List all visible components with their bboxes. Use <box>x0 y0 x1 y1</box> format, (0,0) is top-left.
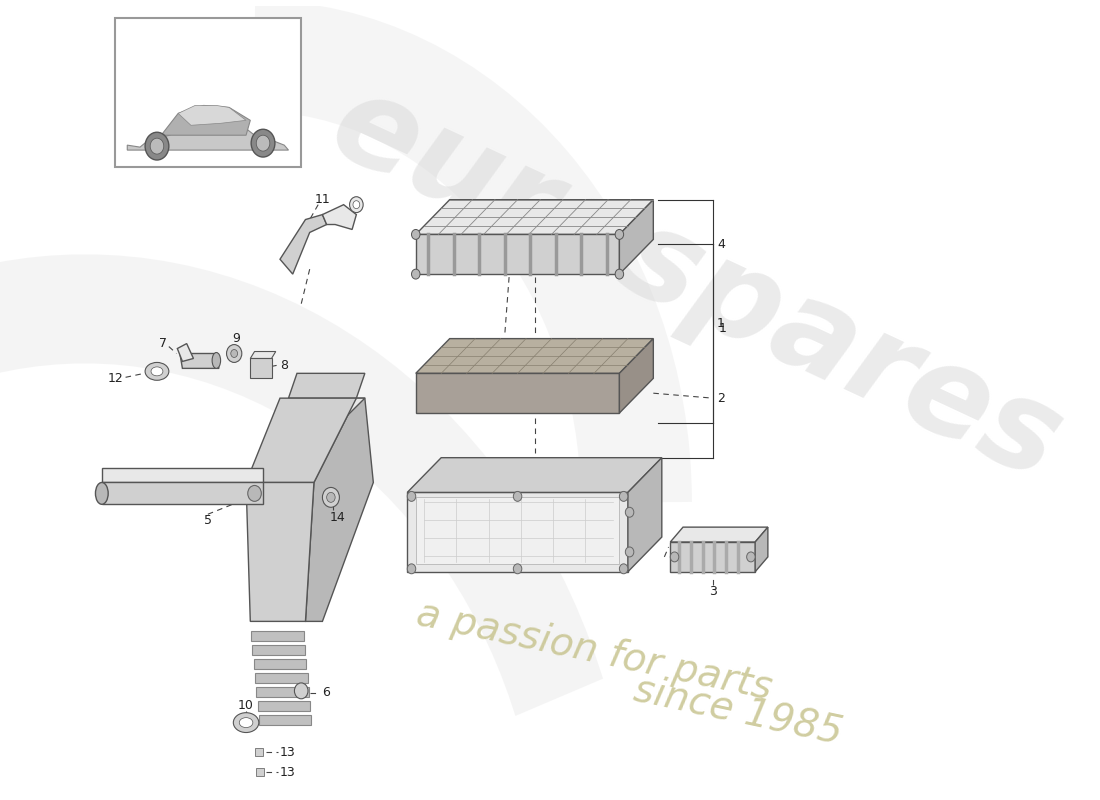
Polygon shape <box>416 374 619 413</box>
Polygon shape <box>619 338 653 413</box>
Polygon shape <box>256 768 264 776</box>
Circle shape <box>619 564 628 574</box>
Text: 13: 13 <box>280 746 296 759</box>
Circle shape <box>350 197 363 213</box>
Text: 3: 3 <box>708 585 717 598</box>
Circle shape <box>407 564 416 574</box>
Polygon shape <box>251 358 272 378</box>
Polygon shape <box>178 106 246 126</box>
Ellipse shape <box>151 367 163 376</box>
Circle shape <box>747 552 755 562</box>
Text: 2: 2 <box>717 392 725 405</box>
Polygon shape <box>280 398 365 482</box>
Text: 12: 12 <box>108 372 123 385</box>
Polygon shape <box>288 374 365 398</box>
Polygon shape <box>670 542 755 572</box>
Polygon shape <box>416 498 619 564</box>
Ellipse shape <box>96 482 108 504</box>
Text: 10: 10 <box>238 699 254 712</box>
Circle shape <box>227 345 242 362</box>
Polygon shape <box>254 749 263 756</box>
Circle shape <box>670 552 679 562</box>
Circle shape <box>251 130 275 157</box>
Polygon shape <box>102 468 263 482</box>
Text: 1: 1 <box>717 318 725 330</box>
Circle shape <box>353 201 360 209</box>
Text: 9: 9 <box>232 332 240 345</box>
Circle shape <box>145 132 168 160</box>
Circle shape <box>625 547 634 557</box>
Text: 1: 1 <box>718 322 726 335</box>
Circle shape <box>411 230 420 239</box>
Text: a passion for parts: a passion for parts <box>412 595 776 707</box>
Polygon shape <box>180 354 219 368</box>
Ellipse shape <box>145 362 168 380</box>
Polygon shape <box>162 106 251 135</box>
FancyBboxPatch shape <box>114 18 301 167</box>
Polygon shape <box>256 687 309 697</box>
Polygon shape <box>251 351 276 358</box>
Polygon shape <box>0 254 603 716</box>
Text: 11: 11 <box>315 194 330 206</box>
Polygon shape <box>254 659 306 669</box>
Polygon shape <box>755 527 768 572</box>
Ellipse shape <box>212 353 221 368</box>
Polygon shape <box>416 234 619 274</box>
Polygon shape <box>306 398 373 622</box>
Circle shape <box>514 491 521 502</box>
Polygon shape <box>322 205 356 230</box>
Circle shape <box>256 135 270 151</box>
Text: 8: 8 <box>280 359 288 372</box>
Polygon shape <box>251 631 304 642</box>
Text: 13: 13 <box>280 766 296 778</box>
Polygon shape <box>102 482 263 504</box>
Ellipse shape <box>233 713 258 733</box>
Polygon shape <box>246 482 314 622</box>
Text: since 1985: since 1985 <box>630 670 846 751</box>
Circle shape <box>248 486 262 502</box>
Circle shape <box>231 350 238 358</box>
Polygon shape <box>246 398 356 482</box>
Polygon shape <box>670 527 768 542</box>
Text: 6: 6 <box>322 686 330 699</box>
Circle shape <box>151 138 164 154</box>
Polygon shape <box>416 338 653 374</box>
Polygon shape <box>257 701 310 710</box>
Circle shape <box>514 564 521 574</box>
Polygon shape <box>280 214 327 274</box>
Circle shape <box>619 491 628 502</box>
Text: 4: 4 <box>717 238 725 251</box>
Ellipse shape <box>240 718 253 727</box>
Polygon shape <box>255 673 308 683</box>
Polygon shape <box>177 343 194 362</box>
Polygon shape <box>407 458 662 493</box>
Circle shape <box>411 269 420 279</box>
Circle shape <box>407 491 416 502</box>
Text: eurospares: eurospares <box>312 62 1079 506</box>
Polygon shape <box>619 200 653 274</box>
Circle shape <box>322 487 340 507</box>
Polygon shape <box>258 714 311 725</box>
Text: 7: 7 <box>158 337 167 350</box>
Circle shape <box>625 507 634 518</box>
Circle shape <box>615 269 624 279</box>
Polygon shape <box>128 115 288 150</box>
Polygon shape <box>252 646 305 655</box>
Polygon shape <box>416 200 653 234</box>
Polygon shape <box>628 458 662 572</box>
Polygon shape <box>407 493 628 572</box>
Text: 14: 14 <box>330 510 345 524</box>
Circle shape <box>295 683 308 698</box>
Circle shape <box>327 493 336 502</box>
Circle shape <box>615 230 624 239</box>
Text: 5: 5 <box>204 514 212 526</box>
